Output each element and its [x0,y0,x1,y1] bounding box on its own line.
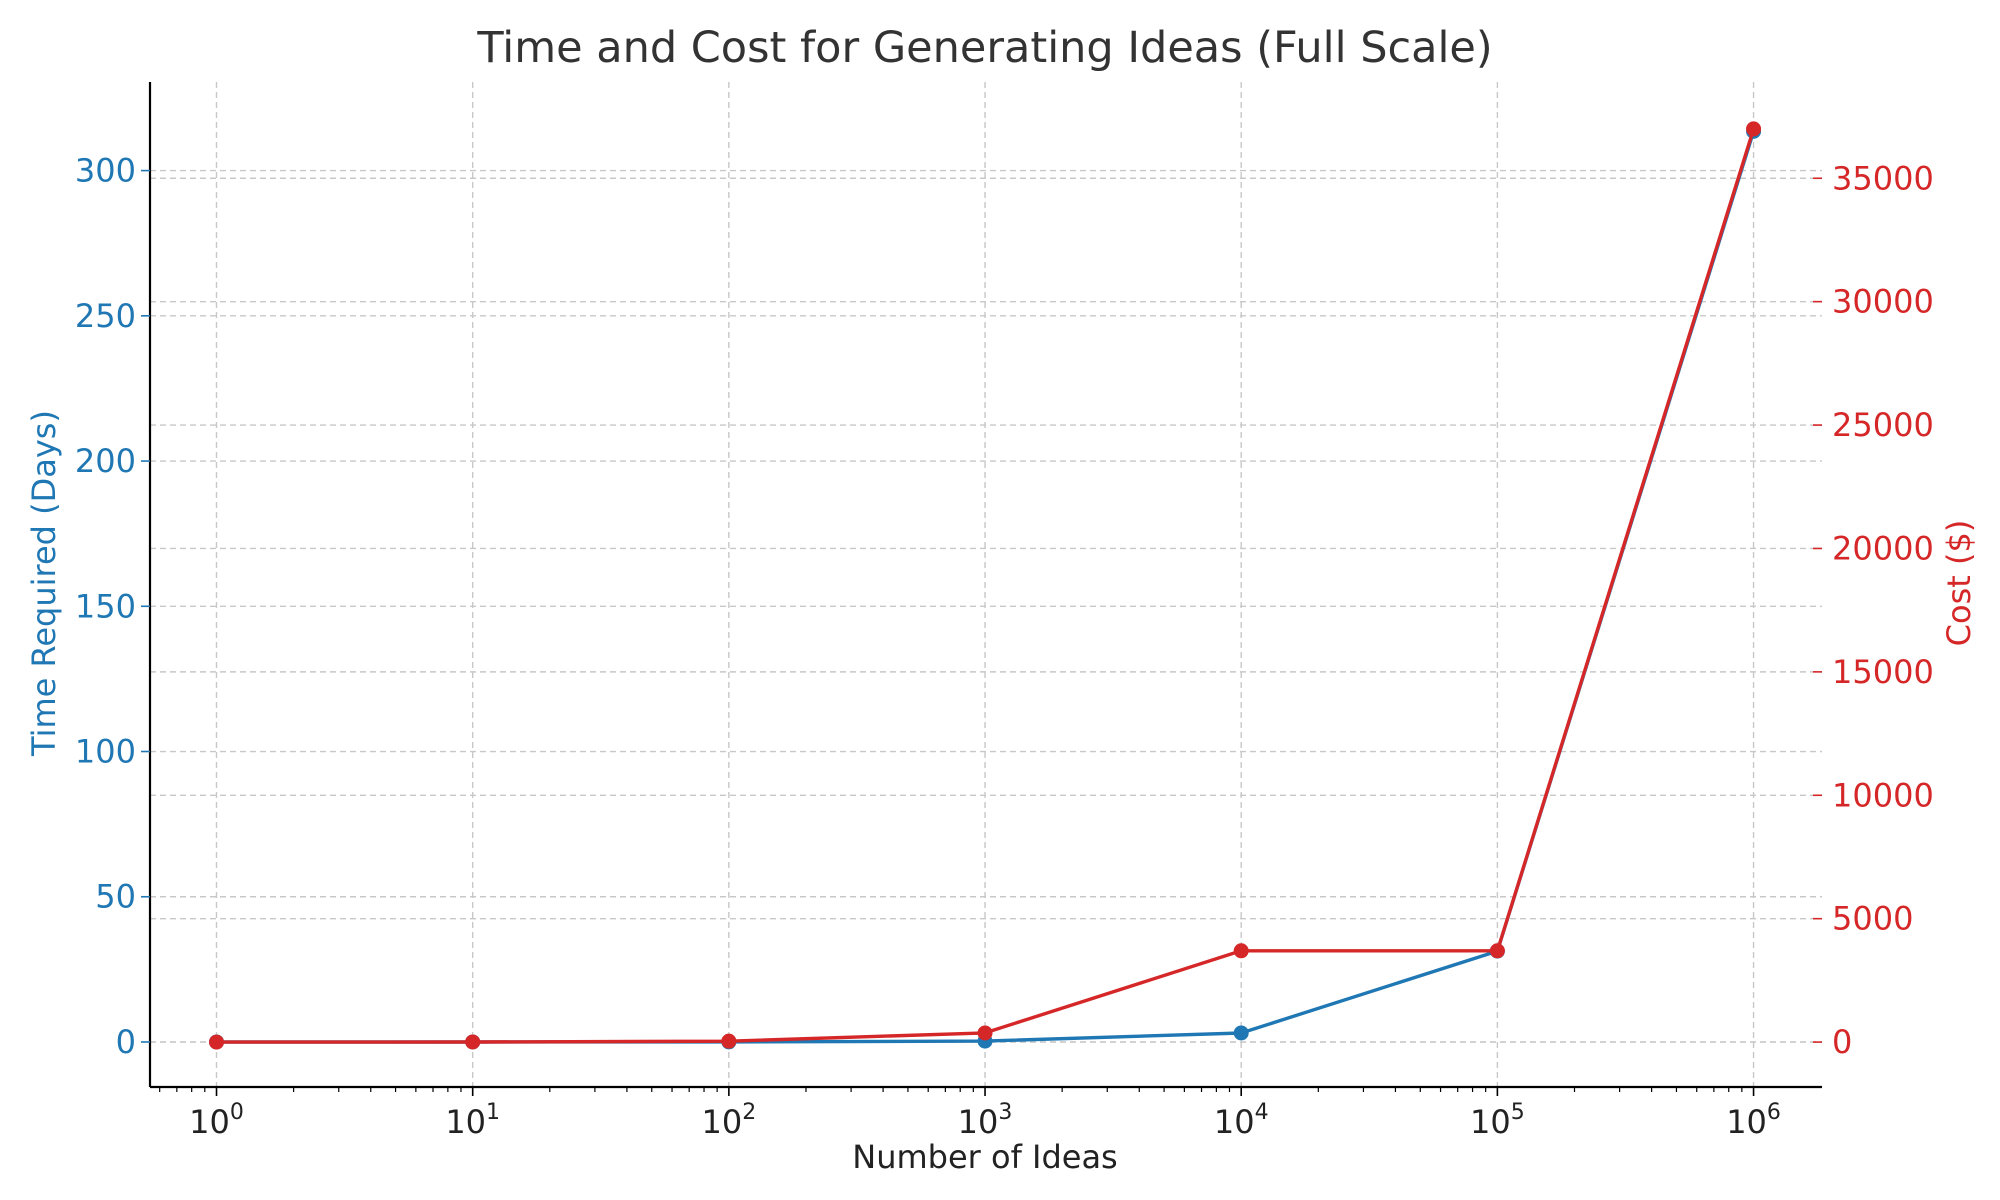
y-left-tick-label: 100 [75,733,136,771]
grid [150,82,1822,1087]
data-point-right [209,1034,225,1050]
x-tick-label: 103 [958,1100,1013,1141]
data-point-right [465,1034,481,1050]
x-tick-label: 105 [1470,1100,1525,1141]
y-axis-left-label: Time Required (Days) [25,410,63,757]
y-left-tick-label: 200 [75,442,136,480]
x-tick-label: 100 [189,1100,244,1141]
data-point-right [721,1033,737,1049]
y-axis-right-label: Cost ($) [1940,520,1978,647]
y-right-tick-label: 25000 [1832,406,1934,444]
y-right-tick-label: 10000 [1832,776,1934,814]
chart-title: Time and Cost for Generating Ideas (Full… [476,23,1492,73]
x-tick-label: 104 [1214,1100,1269,1141]
data-point-right [977,1025,993,1041]
data-point-left [1233,1025,1249,1041]
y-right-tick-label: 20000 [1832,529,1934,567]
y-left-tick-label: 50 [95,878,136,916]
data-point-right [1489,943,1505,959]
axes: 100 101 102 103 104 105 1060501001502002503000… [75,82,1934,1141]
series-layer [209,121,1762,1050]
x-tick-label: 106 [1726,1100,1781,1141]
y-left-tick-label: 0 [116,1023,136,1061]
x-tick-label: 102 [702,1100,757,1141]
x-axis-label: Number of Ideas [852,1138,1117,1176]
y-right-tick-label: 35000 [1832,159,1934,197]
data-point-right [1746,121,1762,137]
y-right-tick-label: 30000 [1832,283,1934,321]
y-right-tick-label: 5000 [1832,900,1913,938]
y-left-tick-label: 150 [75,587,136,625]
y-left-tick-label: 250 [75,297,136,335]
x-tick-label: 101 [445,1100,500,1141]
data-point-right [1233,943,1249,959]
y-right-tick-label: 15000 [1832,653,1934,691]
y-right-tick-label: 0 [1832,1023,1852,1061]
y-left-tick-label: 300 [75,152,136,190]
